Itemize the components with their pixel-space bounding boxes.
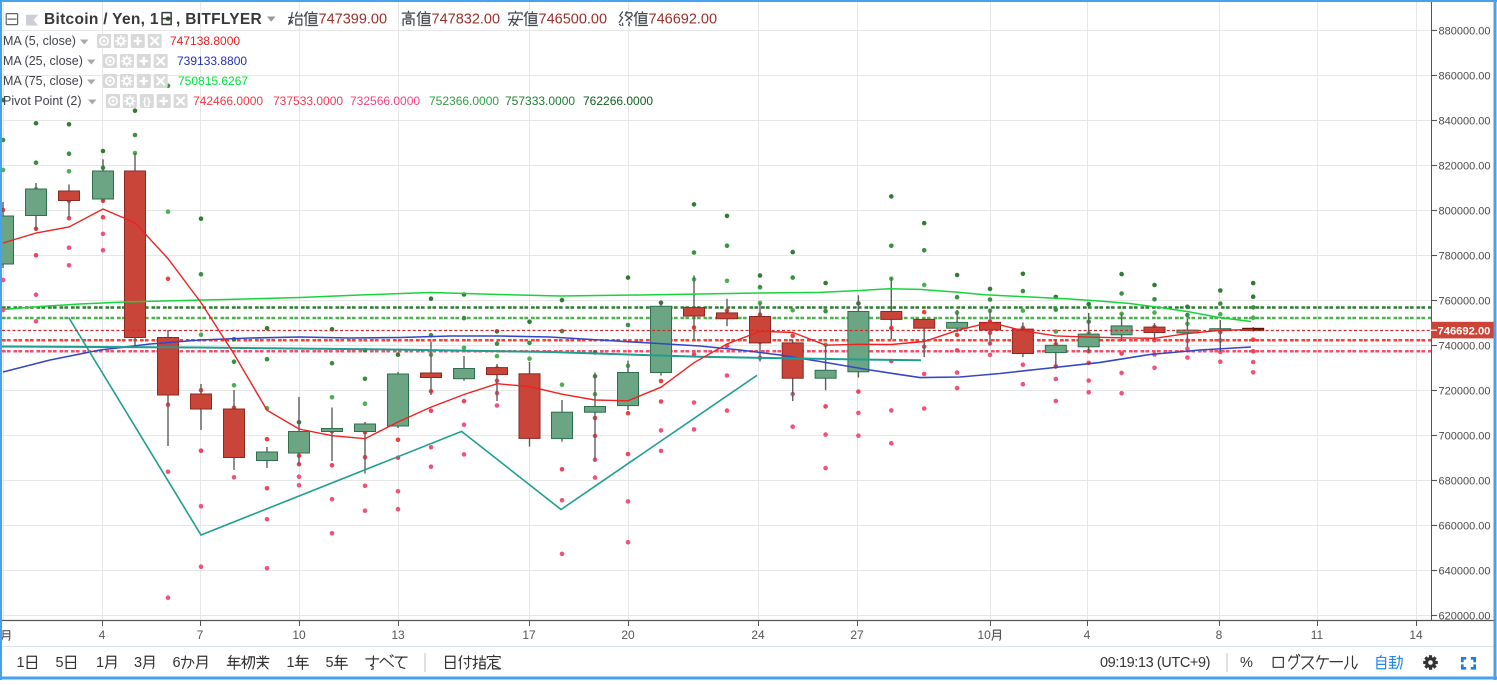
svg-text:746692.00: 746692.00 xyxy=(649,12,718,28)
svg-text:880000.00: 880000.00 xyxy=(1439,25,1491,37)
svg-text:6: 6 xyxy=(173,655,181,671)
svg-text:747138.8000: 747138.8000 xyxy=(170,34,240,48)
svg-text:27: 27 xyxy=(850,628,864,642)
svg-text:14: 14 xyxy=(1409,628,1423,642)
svg-text:732566.0000: 732566.0000 xyxy=(350,94,420,108)
svg-text:742466.0000: 742466.0000 xyxy=(193,94,263,108)
svg-text:1: 1 xyxy=(287,655,295,671)
svg-text:MA (25, close): MA (25, close) xyxy=(3,54,83,68)
svg-text:800000.00: 800000.00 xyxy=(1439,205,1491,217)
svg-text:720000.00: 720000.00 xyxy=(1439,385,1491,397)
svg-text:820000.00: 820000.00 xyxy=(1439,160,1491,172)
svg-text:780000.00: 780000.00 xyxy=(1439,250,1491,262)
svg-text:762266.0000: 762266.0000 xyxy=(583,94,653,108)
svg-text:7: 7 xyxy=(197,628,204,642)
svg-text:660000.00: 660000.00 xyxy=(1439,520,1491,532)
svg-text:Pivot Point (2): Pivot Point (2) xyxy=(3,94,82,108)
svg-text:11: 11 xyxy=(1311,628,1324,642)
svg-text:10: 10 xyxy=(292,628,306,642)
svg-text:737533.0000: 737533.0000 xyxy=(273,94,343,108)
svg-text:10: 10 xyxy=(978,628,992,642)
svg-text:746692.00: 746692.00 xyxy=(1438,326,1491,338)
svg-text:09:19:13 (UTC+9): 09:19:13 (UTC+9) xyxy=(1100,655,1210,671)
svg-text:860000.00: 860000.00 xyxy=(1439,70,1491,82)
svg-text:746500.00: 746500.00 xyxy=(539,12,608,28)
svg-text:1: 1 xyxy=(17,655,25,671)
svg-text:24: 24 xyxy=(751,628,765,642)
svg-text:740000.00: 740000.00 xyxy=(1439,340,1491,352)
svg-text:680000.00: 680000.00 xyxy=(1439,475,1491,487)
svg-text:20: 20 xyxy=(621,628,635,642)
svg-text:3: 3 xyxy=(134,655,142,671)
svg-text:750815.6267: 750815.6267 xyxy=(178,74,248,88)
svg-text:739133.8800: 739133.8800 xyxy=(177,54,247,68)
svg-text:4: 4 xyxy=(99,628,106,642)
svg-text:8: 8 xyxy=(1216,628,1223,642)
svg-text:747832.00: 747832.00 xyxy=(432,12,501,28)
svg-text:640000.00: 640000.00 xyxy=(1439,565,1491,577)
svg-text:, BITFLYER: , BITFLYER xyxy=(176,11,262,28)
svg-text:747399.00: 747399.00 xyxy=(319,12,388,28)
svg-text:{}: {} xyxy=(143,96,151,108)
svg-text:Bitcoin / Yen, 1: Bitcoin / Yen, 1 xyxy=(44,11,159,28)
svg-text:5: 5 xyxy=(326,655,334,671)
svg-text:752366.0000: 752366.0000 xyxy=(429,94,499,108)
svg-text:840000.00: 840000.00 xyxy=(1439,115,1491,127)
svg-text:13: 13 xyxy=(391,628,405,642)
svg-text:760000.00: 760000.00 xyxy=(1439,295,1491,307)
svg-text:MA (5, close): MA (5, close) xyxy=(3,34,76,48)
svg-text:MA (75, close): MA (75, close) xyxy=(3,74,83,88)
svg-text:%: % xyxy=(1240,655,1253,671)
svg-text:620000.00: 620000.00 xyxy=(1439,610,1491,622)
svg-text:5: 5 xyxy=(56,655,64,671)
svg-text:1: 1 xyxy=(96,655,104,671)
svg-text:700000.00: 700000.00 xyxy=(1439,430,1491,442)
svg-text:17: 17 xyxy=(522,628,536,642)
svg-text:4: 4 xyxy=(1084,628,1091,642)
svg-text:757333.0000: 757333.0000 xyxy=(505,94,575,108)
